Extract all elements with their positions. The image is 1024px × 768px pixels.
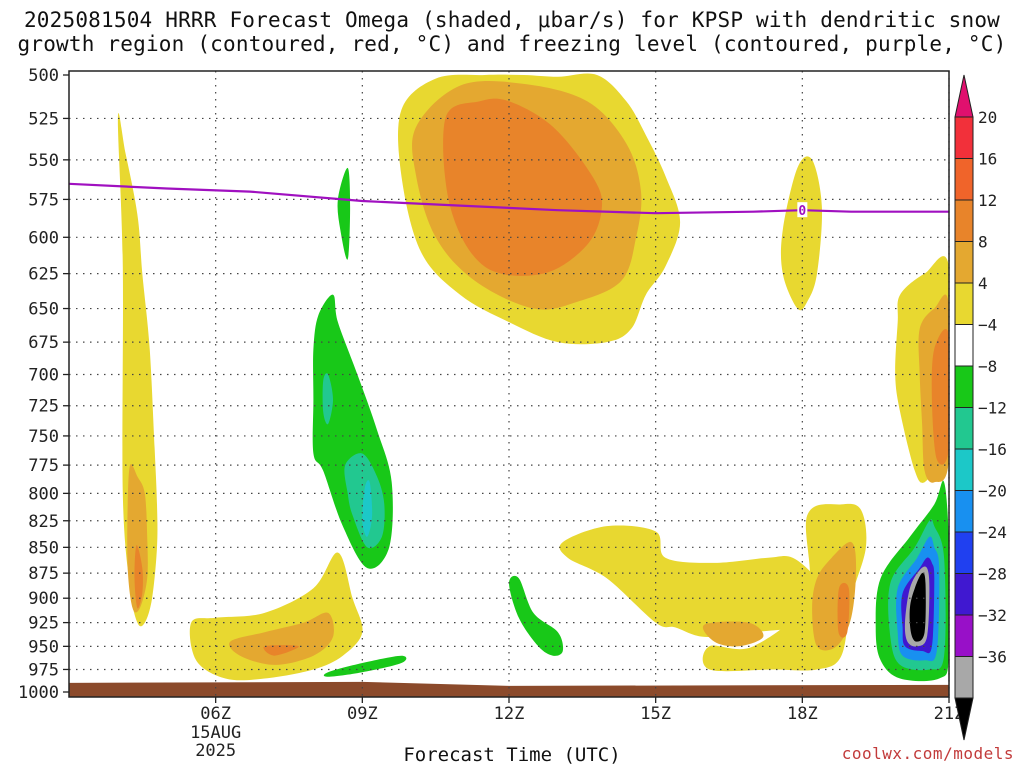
colorbar-label-6: −8: [978, 357, 997, 376]
y-tick-label-700: 700: [28, 366, 59, 386]
omega-region-21: [362, 480, 373, 537]
omega-region-23: [509, 575, 564, 656]
colorbar-segment-5: [954, 282, 974, 325]
omega-region-4: [229, 612, 334, 665]
x-axis-title: Forecast Time (UTC): [403, 744, 621, 766]
y-tick-label-500: 500: [28, 66, 59, 86]
colorbar-segment-3: [954, 199, 974, 242]
x-tick-label-5: 21Z: [934, 704, 965, 724]
y-tick-label-725: 725: [28, 397, 59, 417]
y-tick-label-675: 675: [28, 333, 59, 353]
colorbar-label-1: 16: [978, 150, 997, 169]
y-tick-label-1000: 1000: [18, 683, 59, 703]
omega-region-14: [780, 156, 823, 311]
y-tick-label-625: 625: [28, 265, 59, 285]
chart-title-line-2: growth region (contoured, red, °C) and f…: [17, 32, 1007, 56]
x-tick-label-0: 06Z: [200, 704, 231, 724]
date-label-1: 2025: [195, 741, 236, 761]
x-tick-label-3: 15Z: [640, 704, 671, 724]
freezing-level-line: [69, 182, 949, 215]
colorbar-segment-2: [954, 158, 974, 201]
colorbar-segment-4: [954, 241, 974, 284]
omega-region-10: [702, 621, 764, 647]
y-tick-label-850: 850: [28, 538, 59, 558]
omega-region-0: [117, 112, 158, 627]
colorbar-bottom-arrow: [954, 697, 974, 741]
colorbar-label-11: −28: [978, 565, 1007, 584]
colorbar-label-5: −4: [978, 316, 997, 335]
colorbar-label-8: −16: [978, 440, 1007, 459]
colorbar-segment-12: [954, 573, 974, 616]
ground-strip: [69, 681, 949, 697]
chart-title-line-1: 2025081504 HRRR Forecast Omega (shaded, …: [23, 8, 1001, 32]
colorbar-top-arrow: [954, 74, 974, 118]
colorbar-label-4: 4: [978, 274, 988, 293]
omega-region-5: [263, 645, 299, 656]
freezing-label-bg: [797, 202, 808, 218]
date-label-0: 15AUG: [190, 723, 241, 743]
colorbar-label-2: 12: [978, 191, 997, 210]
y-tick-label-575: 575: [28, 190, 59, 210]
omega-region-2: [134, 545, 143, 609]
y-tick-label-975: 975: [28, 660, 59, 680]
y-tick-label-800: 800: [28, 484, 59, 504]
freezing-level-label: 0: [798, 204, 806, 219]
x-tick-label-1: 09Z: [347, 704, 378, 724]
y-tick-label-650: 650: [28, 300, 59, 320]
omega-region-19: [337, 167, 351, 260]
omega-region-24: [323, 655, 407, 677]
omega-region-30: [909, 572, 926, 642]
colorbar-label-10: −24: [978, 523, 1007, 542]
omega-region-17: [931, 329, 949, 465]
colorbar-label-7: −12: [978, 399, 1007, 418]
credit-text: coolwx.com/models: [841, 744, 1014, 763]
colorbar-label-12: −32: [978, 606, 1007, 625]
colorbar-segment-14: [954, 656, 974, 699]
colorbar-segment-7: [954, 365, 974, 408]
colorbar-segment-8: [954, 407, 974, 450]
colorbar-segment-9: [954, 448, 974, 491]
y-tick-label-525: 525: [28, 109, 59, 129]
colorbar-segment-10: [954, 490, 974, 533]
ground-layer: [69, 681, 949, 697]
y-tick-label-600: 600: [28, 228, 59, 248]
colorbar-segment-13: [954, 614, 974, 657]
y-tick-label-550: 550: [28, 151, 59, 171]
y-tick-label-925: 925: [28, 614, 59, 634]
colorbar-label-3: 8: [978, 233, 988, 252]
omega-shading: [117, 73, 949, 682]
colorbar-segment-1: [954, 116, 974, 159]
omega-region-13: [837, 582, 850, 638]
y-tick-label-750: 750: [28, 427, 59, 447]
freezing-level-contour: 0: [69, 182, 949, 219]
x-tick-label-2: 12Z: [494, 704, 525, 724]
y-tick-label-875: 875: [28, 564, 59, 584]
omega-region-8: [443, 98, 603, 276]
colorbar: 20 16 12 8 4 −4 −8 −12 −16 −20 −24 −28 −32 −36: [954, 74, 1007, 741]
x-tick-label-4: 18Z: [787, 704, 818, 724]
omega-region-22: [322, 373, 333, 425]
colorbar-label-13: −36: [978, 648, 1007, 667]
y-axis-ticks: 500 525 550 575 600 625 650 675 700 725 750 775 800 8…: [18, 66, 69, 703]
y-tick-label-825: 825: [28, 512, 59, 532]
y-tick-label-900: 900: [28, 589, 59, 609]
colorbar-segment-6: [954, 324, 974, 367]
y-tick-label-950: 950: [28, 637, 59, 657]
colorbar-label-9: −20: [978, 482, 1007, 501]
y-tick-label-775: 775: [28, 456, 59, 476]
colorbar-label-0: 20: [978, 108, 997, 127]
colorbar-segment-11: [954, 531, 974, 574]
omega-region-9: [559, 525, 835, 638]
